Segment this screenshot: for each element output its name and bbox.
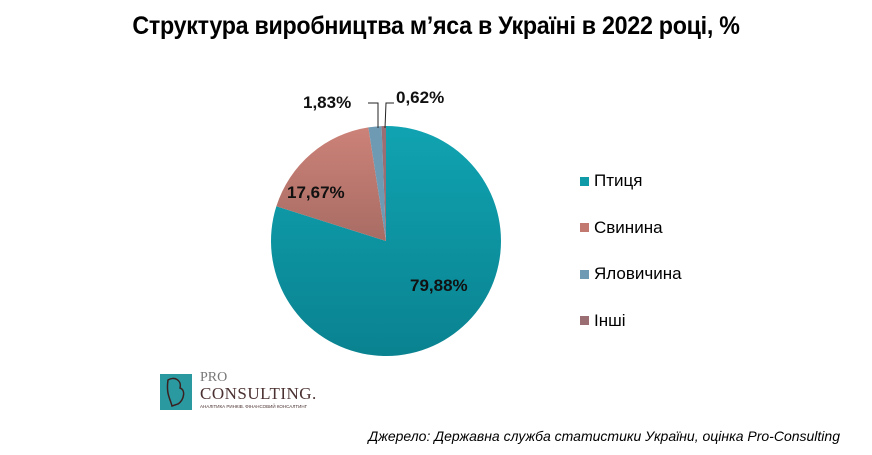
chart-title: Структура виробництва м’яса в Україні в … <box>132 12 740 40</box>
legend: Птиця Свинина Яловичина Інші <box>580 158 682 344</box>
legend-item-beef: Яловичина <box>580 251 682 298</box>
legend-swatch-icon <box>580 176 589 186</box>
legend-item-poultry: Птиця <box>580 158 682 205</box>
label-pork: 17,67% <box>287 183 345 202</box>
label-poultry: 79,88% <box>410 276 468 295</box>
pro-consulting-logo: PRO CONSULTING. АНАЛІТИКА РИНКІВ. ФІНАНС… <box>160 370 316 412</box>
legend-label: Яловичина <box>594 264 682 284</box>
logo-text-consulting: CONSULTING. <box>200 384 317 403</box>
legend-item-pork: Свинина <box>580 205 682 252</box>
legend-swatch-icon <box>580 316 589 326</box>
slice-pork <box>276 127 386 241</box>
logo-text-pro: PRO <box>200 370 228 385</box>
logo-emblem-icon <box>160 374 192 410</box>
source-note: Джерело: Державна служба статистики Укра… <box>368 428 840 444</box>
legend-label: Свинина <box>594 217 663 237</box>
slice-other <box>381 126 386 241</box>
slice-poultry <box>271 126 501 357</box>
logo-tagline: АНАЛІТИКА РИНКІВ. ФІНАНСОВИЙ КОНСАЛТИНГ <box>200 404 308 409</box>
leader-line-other <box>384 102 394 129</box>
legend-label: Птиця <box>594 171 643 191</box>
label-beef: 1,83% <box>303 93 351 112</box>
legend-swatch-icon <box>580 269 589 279</box>
legend-swatch-icon <box>580 223 589 233</box>
label-other: 0,62% <box>396 88 444 107</box>
slice-beef <box>368 126 386 241</box>
legend-item-other: Інші <box>580 298 682 345</box>
legend-label: Інші <box>594 310 626 330</box>
leader-line-beef <box>368 102 379 128</box>
